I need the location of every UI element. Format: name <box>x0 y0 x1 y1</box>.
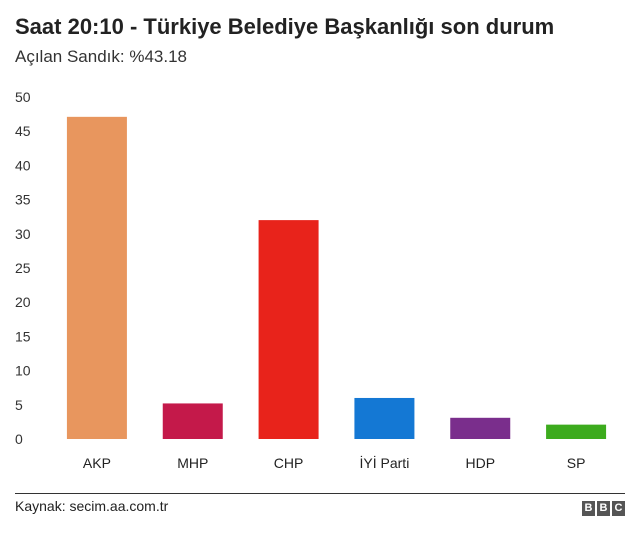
bbc-logo-letter: B <box>582 501 595 516</box>
bar-2 <box>258 220 319 439</box>
bar-4 <box>450 417 511 439</box>
y-tick-label: 45 <box>15 123 31 139</box>
bbc-logo-letter: B <box>597 501 610 516</box>
chart-title: Saat 20:10 - Türkiye Belediye Başkanlığı… <box>15 14 555 39</box>
x-category-label: HDP <box>465 455 495 471</box>
y-tick-label: 40 <box>15 157 31 173</box>
y-tick-label: 15 <box>15 328 31 344</box>
y-tick-label: 5 <box>15 397 23 413</box>
y-tick-label: 25 <box>15 260 31 276</box>
bar-0 <box>66 116 127 439</box>
x-category-label: AKP <box>83 455 111 471</box>
y-tick-label: 10 <box>15 363 31 379</box>
y-tick-label: 30 <box>15 226 31 242</box>
bbc-logo-letter: C <box>612 501 625 516</box>
x-category-label: MHP <box>177 455 208 471</box>
chart-subtitle: Açılan Sandık: %43.18 <box>15 47 188 66</box>
bar-1 <box>162 403 223 439</box>
y-tick-label: 50 <box>15 89 31 105</box>
bar-3 <box>354 397 415 439</box>
x-category-label: İYİ Parti <box>360 454 410 471</box>
bar-chart: 0 5 10 15 20 25 30 35 40 45 50 AKP MHP CHP İYİ Parti HD… <box>15 89 607 471</box>
bar-5 <box>546 424 607 439</box>
y-tick-label: 0 <box>15 431 23 447</box>
y-tick-label: 35 <box>15 192 31 208</box>
footer-divider <box>15 493 625 494</box>
x-category-label: CHP <box>274 455 304 471</box>
x-category-label: SP <box>567 455 586 471</box>
bbc-logo: B B C <box>582 501 625 516</box>
source-note: Kaynak: secim.aa.com.tr <box>15 498 169 514</box>
y-tick-label: 20 <box>15 294 31 310</box>
